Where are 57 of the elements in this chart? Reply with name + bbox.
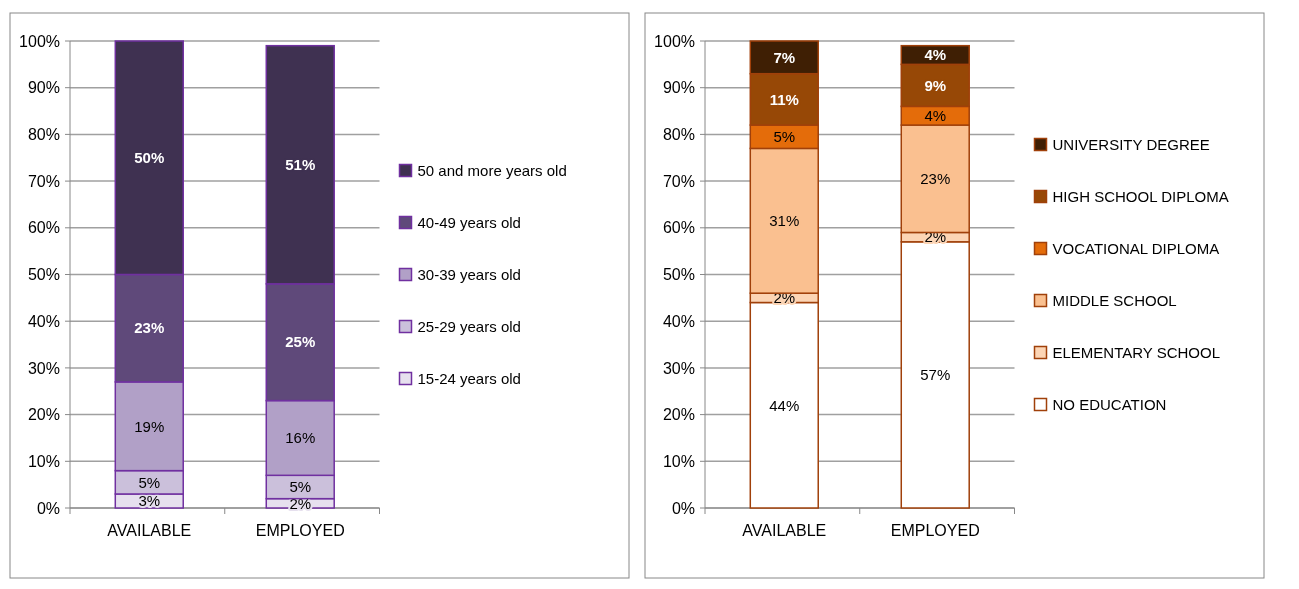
y-tick-label: 80% — [27, 126, 60, 143]
data-label: 5% — [289, 478, 312, 496]
legend-label: NO EDUCATION — [1052, 395, 1167, 413]
y-tick-label: 100% — [654, 32, 695, 50]
data-label: 2% — [773, 289, 796, 307]
legend-label: VOCATIONAL DIPLOMA — [1052, 239, 1220, 257]
y-tick-label: 50% — [27, 266, 60, 284]
y-tick-label: 20% — [662, 406, 695, 424]
data-label: 3% — [138, 492, 161, 510]
data-label: 23% — [920, 170, 951, 188]
y-tick-label: 80% — [662, 126, 695, 143]
y-tick-label: 70% — [27, 172, 60, 190]
y-tick-label: 40% — [27, 312, 60, 330]
data-label: 5% — [138, 473, 161, 491]
y-tick-label: 60% — [662, 219, 695, 237]
y-tick-label: 90% — [662, 79, 695, 97]
y-tick-label: 100% — [19, 32, 60, 50]
x-tick-label: EMPLOYED — [890, 522, 980, 539]
x-tick-label: EMPLOYED — [255, 522, 345, 539]
legend-label: MIDDLE SCHOOL — [1052, 291, 1177, 309]
x-tick-label: AVAILABLE — [107, 522, 192, 539]
data-label: 50% — [134, 149, 165, 166]
data-label: 9% — [924, 76, 947, 94]
data-label: 51% — [285, 156, 316, 174]
y-tick-label: 10% — [27, 452, 60, 470]
legend-label: 30-39 years old — [417, 265, 521, 283]
y-tick-label: 10% — [662, 452, 695, 470]
data-label: 16% — [285, 429, 316, 447]
y-tick-label: 0% — [671, 499, 695, 517]
y-tick-label: 90% — [27, 79, 60, 97]
y-tick-label: 60% — [27, 219, 60, 237]
data-label: 31% — [769, 212, 800, 230]
legend-label: HIGH SCHOOL DIPLOMA — [1052, 187, 1229, 205]
y-tick-label: 50% — [662, 266, 695, 284]
y-tick-label: 0% — [36, 499, 60, 517]
legend-label: 25-29 years old — [417, 317, 521, 335]
legend-label: 50 and more years old — [417, 161, 567, 179]
legend-label: ELEMENTARY SCHOOL — [1052, 343, 1221, 361]
legend-label: 40-49 years old — [417, 213, 521, 231]
data-label: 23% — [134, 319, 165, 337]
data-label: 44% — [769, 396, 800, 414]
y-tick-label: 30% — [27, 359, 60, 377]
y-tick-label: 30% — [662, 359, 695, 377]
x-tick-label: AVAILABLE — [742, 522, 827, 539]
data-label: 25% — [285, 333, 316, 351]
legend-label: 15-24 years old — [417, 369, 521, 387]
legend-label: UNIVERSITY DEGREE — [1052, 135, 1210, 153]
data-label: 7% — [773, 48, 796, 66]
data-label: 19% — [134, 417, 165, 435]
y-tick-label: 20% — [27, 406, 60, 424]
y-tick-label: 40% — [662, 312, 695, 330]
data-label: 57% — [920, 366, 951, 384]
data-label: 11% — [769, 90, 799, 108]
data-label: 4% — [924, 46, 947, 64]
data-label: 4% — [924, 106, 947, 124]
y-tick-label: 70% — [662, 172, 695, 190]
data-label: 5% — [773, 127, 796, 145]
